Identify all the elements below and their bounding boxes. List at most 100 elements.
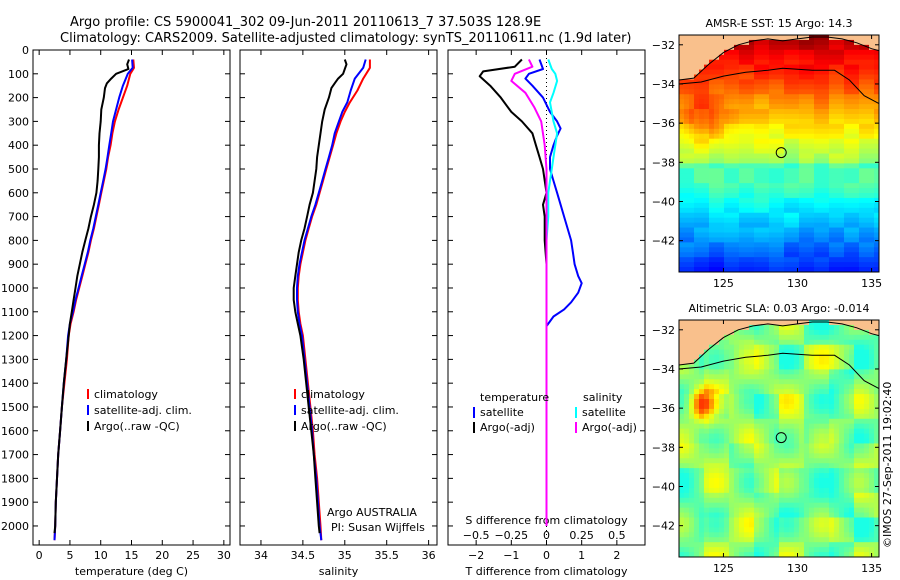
sst-map-cell	[759, 123, 765, 130]
sla-map-cell	[754, 349, 760, 356]
sst-map-cell	[719, 217, 725, 224]
sla-map-cell	[699, 458, 705, 464]
sst-map-cell	[829, 227, 835, 234]
sla-map-cell	[744, 453, 750, 459]
sla-map-cell	[759, 458, 765, 464]
sla-map-cell	[779, 502, 785, 509]
sst-map-cell	[744, 257, 750, 263]
sst-map-cell	[769, 94, 775, 100]
sla-map-cell	[679, 324, 685, 331]
sst-map-cell	[739, 54, 745, 61]
sst-map-cell	[854, 173, 860, 179]
sla-map-cell	[749, 522, 755, 528]
sst-map-cell	[789, 123, 795, 130]
sst-map-cell	[809, 59, 815, 66]
sst-map-cell	[854, 54, 860, 61]
sst-map-cell	[769, 237, 775, 243]
sst-map-cell	[864, 84, 870, 90]
sla-map-cell	[874, 329, 879, 336]
sla-map-cell	[739, 339, 745, 346]
sst-map-cell	[809, 138, 815, 145]
sst-map-cell	[759, 153, 765, 160]
sla-map-cell	[804, 453, 810, 459]
sst-map-cell	[754, 59, 760, 66]
sst-map-cell	[709, 207, 715, 214]
sla-map-cell	[739, 532, 745, 538]
sla-map-cell	[819, 339, 825, 346]
sst-map-cell	[679, 197, 685, 204]
sla-map-cell	[709, 359, 715, 366]
sla-map-cell	[829, 324, 835, 331]
sla-map-cell	[799, 542, 805, 548]
sst-map-cell	[809, 183, 815, 189]
sst-map-cell	[709, 227, 715, 234]
sst-map-cell	[859, 148, 865, 155]
difference-xtick-label: 0	[543, 549, 550, 562]
sst-map-cell	[719, 242, 725, 248]
sla-map-cell	[754, 354, 760, 361]
sla-map-cell	[804, 487, 810, 494]
sla-map-cell	[724, 497, 730, 504]
sla-map-cell	[794, 344, 800, 351]
sla-map-cell	[849, 344, 855, 351]
sla-map-cell	[714, 364, 720, 370]
sla-map-cell	[714, 394, 720, 400]
sst-map-cell	[829, 158, 835, 164]
sla-map-cell	[714, 552, 720, 557]
sst-map-cell	[774, 99, 780, 105]
sla-map-cell	[804, 497, 810, 504]
sla-map-cell	[739, 349, 745, 356]
sla-map-cell	[684, 522, 690, 528]
sst-map-cell	[754, 257, 760, 263]
sla-map-cell	[714, 324, 720, 331]
sla-map-cell	[864, 453, 870, 459]
sla-map-cell	[729, 492, 735, 499]
sla-map-cell	[819, 542, 825, 548]
sla-map-cell	[754, 374, 760, 380]
sst-map-cell	[764, 267, 770, 272]
sst-map-cell	[784, 222, 790, 229]
sla-map-cell	[819, 389, 825, 395]
sst-map-cell	[734, 143, 740, 150]
sla-map-cell	[844, 487, 850, 494]
sst-map-cell	[834, 232, 840, 239]
sla-map-cell	[854, 359, 860, 366]
sla-map-cell	[829, 542, 835, 548]
sla-map-cell	[869, 359, 875, 366]
sst-map-cell	[864, 35, 870, 41]
sst-map-cell	[849, 158, 855, 164]
sla-map-cell	[824, 522, 830, 528]
sla-map-cell	[759, 522, 765, 528]
sst-map-cell	[784, 212, 790, 219]
sla-map-cell	[729, 547, 735, 553]
sla-map-cell	[759, 517, 765, 524]
sla-map-cell	[789, 463, 795, 469]
sla-map-cell	[834, 384, 840, 390]
sla-map-cell	[734, 448, 740, 454]
sla-map-cell	[804, 329, 810, 336]
sla-map-cell	[844, 369, 850, 375]
sla-map-cell	[839, 408, 845, 415]
sla-map-cell	[759, 369, 765, 375]
sla-map-cell	[719, 482, 725, 489]
sla-map-cell	[829, 374, 835, 380]
sst-map-cell	[804, 163, 810, 169]
sst-map-cell	[704, 148, 710, 155]
sst-map-cell	[829, 99, 835, 105]
sst-map-cell	[709, 74, 715, 81]
sla-map-cell	[709, 547, 715, 553]
sla-map-cell	[769, 537, 775, 543]
sst-map-cell	[809, 69, 815, 76]
sla-map-cell	[859, 389, 865, 395]
sla-map-cell	[749, 517, 755, 524]
sst-map-cell	[839, 247, 845, 253]
sla-map-cell	[724, 320, 730, 326]
sst-map-cell	[694, 202, 700, 209]
sst-map-cell	[704, 168, 710, 174]
sst-map-cell	[839, 133, 845, 140]
sst-map-cell	[824, 178, 830, 184]
sst-map-cell	[774, 193, 780, 199]
sla-map-cell	[749, 394, 755, 400]
sst-map-cell	[759, 202, 765, 209]
sst-map-cell	[719, 94, 725, 100]
